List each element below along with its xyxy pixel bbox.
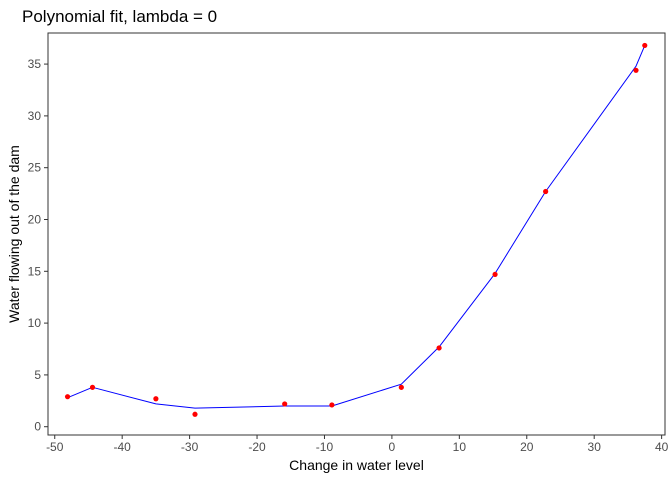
data-point (436, 345, 442, 351)
x-tick-label: 20 (520, 440, 534, 454)
x-axis: -50 -40 -30 -20 -10 0 10 20 30 40 (46, 435, 669, 454)
data-point (153, 396, 159, 402)
x-tick-label: -20 (248, 440, 266, 454)
y-tick-label: 5 (34, 368, 41, 382)
y-axis-title: Water flowing out of the dam (6, 145, 22, 323)
x-tick-label: -50 (46, 440, 64, 454)
data-point (192, 411, 198, 417)
x-tick-label: 30 (588, 440, 602, 454)
x-tick-label: -10 (316, 440, 334, 454)
x-tick-label: -30 (181, 440, 199, 454)
y-tick-label: 25 (28, 161, 42, 175)
y-tick-label: 35 (28, 57, 42, 71)
y-tick-label: 0 (34, 420, 41, 434)
x-tick-label: 10 (453, 440, 467, 454)
fit-line (67, 45, 646, 409)
chart-title: Polynomial fit, lambda = 0 (22, 7, 217, 26)
y-axis: 0 5 10 15 20 25 30 35 (28, 57, 48, 434)
data-point (282, 401, 288, 407)
data-point (492, 271, 498, 278)
y-tick-label: 10 (28, 316, 42, 330)
data-point (642, 42, 648, 49)
data-point (329, 402, 335, 408)
x-tick-label: -40 (114, 440, 132, 454)
x-tick-label: 0 (389, 440, 396, 454)
data-point (633, 67, 639, 73)
x-tick-label: 40 (655, 440, 669, 454)
fit-line-layer (67, 45, 646, 409)
y-tick-label: 20 (28, 212, 42, 226)
data-point (543, 188, 549, 195)
y-tick-label: 30 (28, 109, 42, 123)
points-layer (64, 42, 648, 417)
plot-panel (47, 32, 666, 436)
data-point (64, 394, 71, 400)
data-point (89, 384, 96, 390)
x-axis-title: Change in water level (289, 457, 424, 473)
data-point (398, 384, 404, 390)
y-tick-label: 15 (28, 264, 42, 278)
